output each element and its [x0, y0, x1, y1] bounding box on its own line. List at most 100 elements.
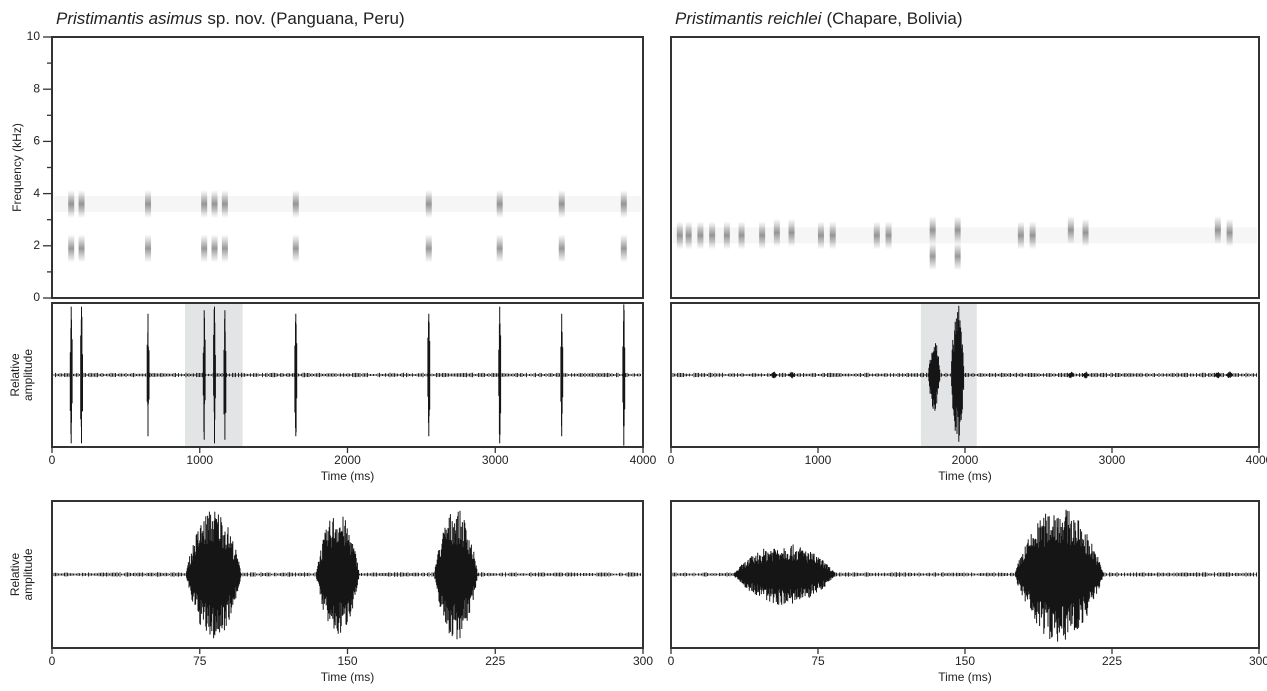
call-energy [685, 221, 692, 250]
call-energy [221, 190, 228, 219]
call-energy [929, 216, 936, 245]
call-energy [954, 242, 961, 271]
x-tick-label: 225 [1102, 654, 1122, 668]
noise-band [54, 196, 641, 213]
call-note [1226, 371, 1233, 378]
call-energy [676, 221, 683, 250]
x-tick-label: 4000 [1246, 453, 1267, 467]
species-name: Pristimantis asimus [56, 9, 203, 28]
call-note [427, 313, 431, 437]
call-note [294, 313, 298, 437]
x-tick-label: 150 [955, 654, 975, 668]
x-tick-label: 150 [337, 654, 357, 668]
x-axis-label: Time (ms) [938, 670, 992, 684]
call-energy [620, 190, 627, 219]
y-tick-label: 2 [33, 238, 40, 252]
call-energy [829, 221, 836, 250]
x-axis-label: Time (ms) [321, 670, 375, 684]
call-energy [697, 221, 704, 250]
call-energy [620, 234, 627, 263]
call-energy [1029, 221, 1036, 250]
y-tick-label: 10 [27, 29, 41, 43]
call-energy [1214, 216, 1221, 245]
x-tick-label: 0 [49, 654, 56, 668]
y-axis-label: Relative [8, 553, 22, 597]
call-note [1082, 371, 1089, 379]
call-energy [1067, 216, 1074, 245]
title-note: sp. nov. (Panguana, Peru) [207, 9, 404, 28]
x-tick-label: 225 [485, 654, 505, 668]
call-note [733, 544, 836, 605]
call-energy [759, 221, 766, 250]
call-note [213, 306, 216, 444]
call-energy [1017, 221, 1024, 250]
y-tick-label: 0 [33, 290, 40, 304]
title-note: (Chapare, Bolivia) [826, 9, 962, 28]
call-note [80, 306, 83, 444]
call-note [146, 313, 150, 437]
call-energy [68, 190, 75, 219]
plot-background [52, 37, 643, 298]
call-note [202, 310, 206, 440]
call-note [951, 305, 965, 442]
call-energy [201, 190, 208, 219]
call-energy [201, 234, 208, 263]
x-tick-label: 75 [193, 654, 207, 668]
call-energy [873, 221, 880, 250]
call-energy [738, 221, 745, 250]
call-note [928, 343, 941, 411]
call-energy [709, 221, 716, 250]
x-tick-label: 2000 [334, 453, 361, 467]
call-energy [78, 190, 85, 219]
x-tick-label: 1000 [805, 453, 832, 467]
call-energy [145, 190, 152, 219]
call-energy [929, 242, 936, 271]
x-axis-label: Time (ms) [321, 469, 375, 483]
x-tick-label: 4000 [630, 453, 657, 467]
plot-background [671, 37, 1259, 298]
y-tick-label: 8 [33, 81, 40, 95]
x-tick-label: 75 [811, 654, 825, 668]
call-energy [1226, 218, 1233, 247]
x-tick-label: 300 [1249, 654, 1267, 668]
x-tick-label: 0 [668, 654, 675, 668]
call-energy [954, 216, 961, 245]
y-axis-label: amplitude [21, 548, 35, 600]
call-note [316, 516, 360, 634]
call-energy [211, 234, 218, 263]
x-tick-label: 3000 [1099, 453, 1126, 467]
call-note [434, 510, 478, 640]
call-energy [496, 234, 503, 263]
x-tick-label: 1000 [186, 453, 213, 467]
call-energy [558, 190, 565, 219]
x-tick-label: 3000 [482, 453, 509, 467]
call-energy [1082, 218, 1089, 247]
call-energy [78, 234, 85, 263]
plot-frame [670, 36, 1260, 299]
call-energy [788, 218, 795, 247]
call-energy [885, 221, 892, 250]
x-tick-label: 0 [668, 453, 675, 467]
call-energy [425, 234, 432, 263]
call-note [771, 371, 777, 379]
x-axis-label: Time (ms) [938, 469, 992, 483]
call-energy [723, 221, 730, 250]
species-name: Pristimantis reichlei [675, 9, 823, 28]
y-axis-label: amplitude [21, 349, 35, 401]
call-energy [292, 234, 299, 263]
call-energy [817, 221, 824, 250]
x-tick-label: 300 [633, 654, 653, 668]
call-note [1015, 509, 1104, 642]
y-tick-label: 6 [33, 134, 40, 148]
call-note [560, 313, 564, 437]
call-note [498, 306, 502, 444]
y-tick-label: 4 [33, 186, 40, 200]
y-axis-label: Frequency (kHz) [10, 123, 24, 212]
x-tick-label: 2000 [952, 453, 979, 467]
call-energy [496, 190, 503, 219]
background-noise [53, 372, 641, 378]
call-energy [558, 234, 565, 263]
call-energy [221, 234, 228, 263]
call-energy [68, 234, 75, 263]
x-tick-label: 0 [49, 453, 56, 467]
